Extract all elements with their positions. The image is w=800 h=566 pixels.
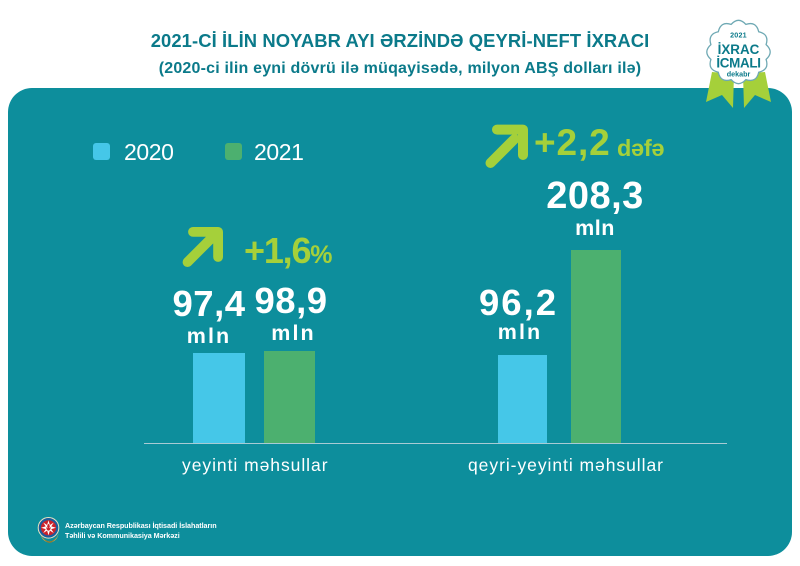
svg-text:İXRAC: İXRAC: [718, 42, 760, 57]
svg-text:dekabr: dekabr: [727, 70, 751, 79]
svg-text:İCMALI: İCMALI: [716, 55, 760, 70]
svg-text:2021: 2021: [730, 31, 747, 40]
